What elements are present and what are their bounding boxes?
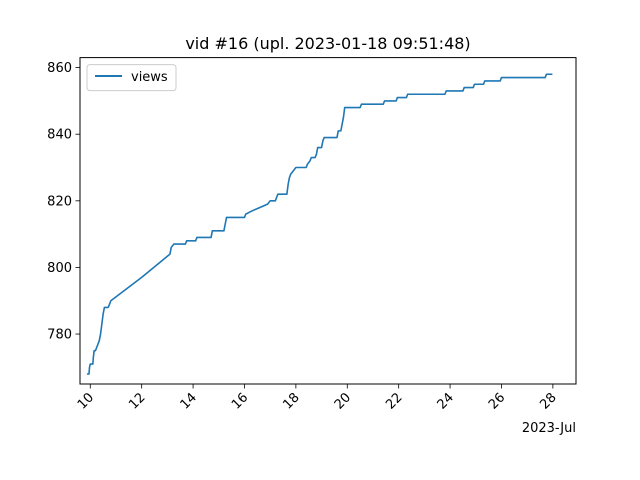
x-axis-offset-label: 2023-Jul <box>522 421 576 436</box>
y-tick-label: 840 <box>47 128 72 143</box>
legend: views <box>86 64 177 92</box>
plot-frame <box>79 57 577 385</box>
chart-title: vid #16 (upl. 2023-01-18 09:51:48) <box>185 34 470 53</box>
series-group <box>86 73 553 375</box>
legend-box <box>86 64 177 92</box>
y-tick-label: 780 <box>47 328 72 343</box>
y-tick-label: 800 <box>47 261 72 276</box>
y-axis: 780 800 820 840 860 <box>47 61 80 343</box>
y-tick-label: 820 <box>47 194 72 209</box>
plot-area <box>79 57 577 385</box>
legend-label-views: views <box>131 70 168 85</box>
series-line-views <box>86 73 553 375</box>
x-axis: 10 12 14 16 18 20 22 24 26 28 <box>75 384 560 413</box>
y-tick-label: 860 <box>47 61 72 76</box>
